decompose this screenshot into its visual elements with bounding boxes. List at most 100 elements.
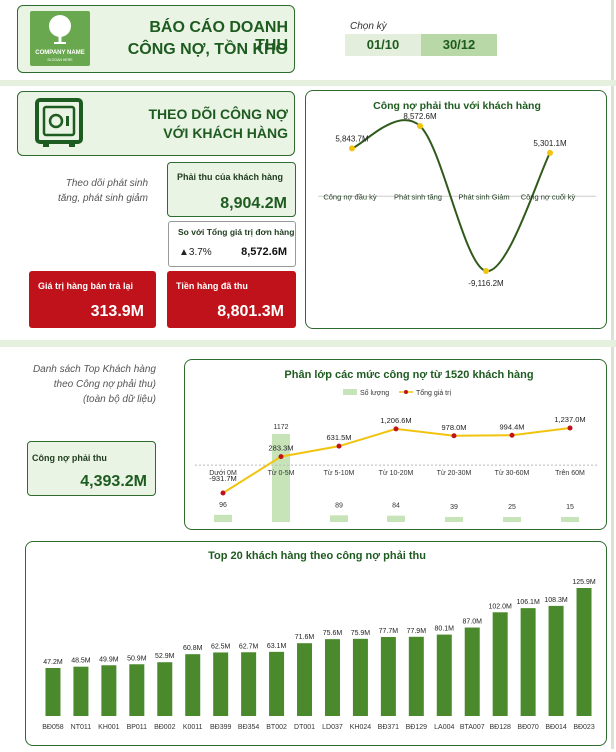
chart3-bar-label: 52.9M [155, 653, 175, 660]
chart2-bar-label: 84 [392, 503, 400, 510]
chart3-category-label: BĐ354 [238, 724, 260, 731]
right-border [611, 0, 614, 749]
chart2-line-label: -931.7M [209, 474, 237, 483]
collected-value: 8,801.3M [217, 303, 284, 320]
period-to[interactable]: 30/12 [421, 34, 497, 56]
chart3-bar [73, 666, 89, 716]
chart2-legend-bars: Số lượng [360, 388, 389, 397]
chart1-point [417, 123, 423, 129]
chart3-bar-label: 47.2M [43, 659, 63, 666]
debt-level-chart: Phân lớp các mức công nợ từ 1520 khách h… [195, 369, 598, 522]
chart3-bar [45, 668, 61, 716]
chart2-point [567, 425, 573, 431]
chart2-line-label: 631.5M [326, 433, 351, 442]
chart2-panel: Phân lớp các mức công nợ từ 1520 khách h… [184, 359, 607, 530]
returns-label: Giá trị hàng bán trả lại [38, 281, 134, 291]
chart2-category-label: Từ 0-5M [268, 470, 295, 477]
chart3-bar-label: 77.7M [379, 628, 399, 635]
chart3-bar-label: 50.9M [127, 655, 147, 662]
chart2-bar-label: 89 [335, 502, 343, 509]
chart2-title: Phân lớp các mức công nợ từ 1520 khách h… [284, 369, 533, 381]
chart2-point [509, 432, 515, 438]
section1-note-line1: Theo dõi phát sinh [65, 178, 148, 189]
tree-icon [49, 15, 71, 44]
chart3-bar [101, 665, 117, 716]
chart3-bar [464, 627, 480, 716]
chart3-bar-label: 48.5M [71, 658, 91, 665]
chart3-category-label: LD037 [322, 724, 343, 731]
chart3-category-label: BĐ371 [378, 724, 400, 731]
collected-card: Tiền hàng đã thu 8,801.3M [167, 271, 296, 328]
chart2-category-label: Từ 30-60M [495, 470, 530, 477]
chart3-bar [492, 612, 508, 716]
chart2-point [393, 426, 399, 432]
chart2-bar-label: 39 [450, 504, 458, 511]
chart3-bar [436, 634, 452, 716]
chart2-point [336, 443, 342, 449]
chart3-category-label: BĐ023 [573, 724, 595, 731]
chart3-bar [408, 636, 424, 716]
customer-receivable-card: Công nợ phải thu 4,393.2M [27, 441, 156, 496]
section1-title-line2: VỚI KHÁCH HÀNG [163, 125, 288, 141]
chart3-bar-label: 60.8M [183, 645, 203, 652]
chart3-bar [324, 639, 340, 716]
compare-percent: ▲3.7% [179, 247, 212, 258]
period-from[interactable]: 01/10 [345, 34, 421, 56]
chart2-category-label: Trên 60M [555, 470, 585, 477]
chart3-bar [352, 638, 368, 716]
receivable-line-chart: Công nợ phải thu với khách hàng 5,843.7M C… [318, 100, 596, 288]
chart3-category-label: BĐ002 [154, 724, 176, 731]
logo-slogan: SLOGAN HERE [47, 58, 73, 62]
chart3-category-label: BĐ128 [489, 724, 511, 731]
receivable-value: 8,904.2M [220, 195, 287, 212]
chart3-bar [129, 664, 145, 716]
chart2-bar-label: 1172 [273, 424, 288, 431]
customer-receivable-value: 4,393.2M [80, 473, 147, 490]
chart3-category-label: BĐ070 [517, 724, 539, 731]
chart3-bar-label: 75.9M [351, 630, 371, 637]
chart2-bar-label: 25 [508, 504, 516, 511]
chart2-bar [214, 514, 232, 522]
chart3-category-label: BT002 [266, 724, 287, 731]
header-separator [0, 80, 616, 86]
chart1-point [547, 149, 553, 156]
chart3-bar [548, 605, 564, 716]
chart2-point [451, 433, 457, 439]
chart3-bar-label: 87.0M [462, 619, 482, 626]
chart1-category-label: Phát sinh tăng [394, 192, 442, 201]
chart2-line-label: 283.3M [268, 444, 293, 453]
safe-icon [35, 98, 83, 147]
chart1-category-label: Phát sinh Giảm [458, 192, 509, 201]
chart3-category-label: BTA007 [460, 724, 485, 731]
chart1-data-label: 5,301.1M [533, 139, 567, 148]
chart2-bar-label: 15 [566, 504, 574, 511]
chart2-bar [330, 515, 348, 522]
debt-tracking-panel: THEO DÕI CÔNG NỢ VỚI KHÁCH HÀNG [17, 91, 295, 156]
chart3-bar [297, 643, 313, 716]
chart3-bar-label: 71.6M [295, 634, 315, 641]
chart2-legend-swatch-bars [343, 389, 357, 395]
chart2-bar [561, 517, 579, 522]
section2-note-line2: theo Công nợ phải thu) [53, 379, 156, 390]
chart1-point [483, 268, 489, 274]
chart2-category-label: Từ 5-10M [324, 470, 355, 477]
customer-receivable-label: Công nợ phải thu [32, 453, 107, 463]
compare-value: 8,572.6M [241, 246, 287, 258]
chart3-category-label: KH024 [350, 724, 372, 731]
header-panel: COMPANY NAME SLOGAN HERE Báo cáo doanh t… [17, 5, 295, 73]
chart3-bar-label: 62.5M [211, 643, 231, 650]
chart1-panel: Công nợ phải thu với khách hàng 5,843.7M C… [305, 90, 607, 329]
chart3-category-label: DT001 [294, 724, 315, 731]
compare-card: So với Tổng giá trị đơn hàng ▲3.7% 8,572… [168, 221, 296, 267]
top20-bar-chart: Top 20 khách hàng theo công nợ phải thu 4… [42, 550, 596, 731]
chart3-bar-label: 108.3M [544, 597, 568, 604]
returns-value: 313.9M [90, 303, 144, 320]
chart3-bar-label: 102.0M [488, 603, 512, 610]
chart2-line-label: 994.4M [499, 422, 524, 431]
chart2-legend-line-label: Tổng giá trị [416, 389, 451, 397]
chart2-category-label: Dưới 0M [209, 470, 237, 477]
section2-note-line3: (toàn bộ dữ liệu) [82, 394, 156, 405]
section-separator [0, 340, 616, 347]
compare-label: So với Tổng giá trị đơn hàng [178, 227, 295, 237]
chart3-category-label: NT011 [71, 724, 92, 731]
